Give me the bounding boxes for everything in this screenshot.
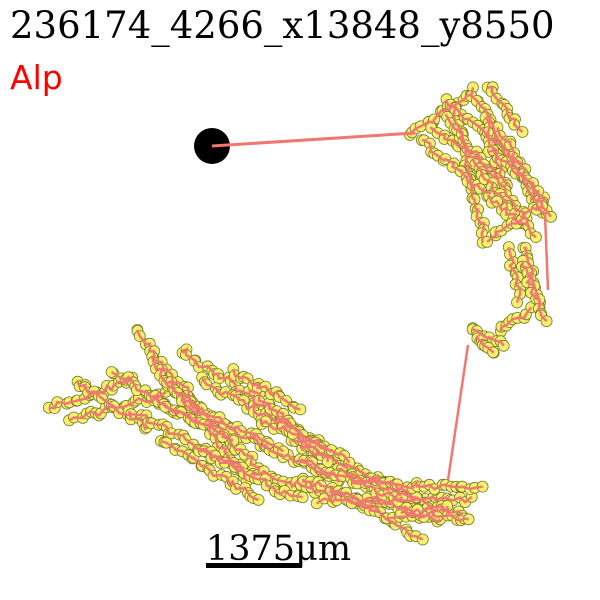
track-segment (507, 246, 522, 303)
track-segment (151, 394, 234, 442)
track-segment (201, 376, 333, 454)
track-segment (520, 260, 548, 323)
track-segment (476, 335, 495, 354)
track-segment (299, 458, 404, 503)
track-segment (469, 87, 547, 216)
track-segment (445, 98, 517, 164)
scalebar-line (206, 563, 302, 568)
track-jump (543, 214, 550, 291)
track-segment (199, 449, 303, 499)
track-segment (181, 346, 301, 433)
track-segment (160, 439, 260, 502)
track-segment (127, 410, 242, 473)
track-segment (76, 381, 148, 431)
track-segment (291, 439, 418, 503)
track-segment (232, 368, 301, 411)
track-segment (260, 419, 351, 464)
track-segment (487, 194, 537, 239)
track-segment (409, 93, 472, 136)
plot-subtitle: Alp (10, 58, 63, 97)
track-segment (356, 498, 424, 541)
track-segment (523, 246, 542, 308)
track-segment (349, 476, 483, 491)
track-segment (316, 494, 473, 505)
track-segment (496, 127, 553, 218)
track-segment (487, 85, 524, 133)
track-segment (248, 389, 329, 463)
track-segment (421, 138, 492, 195)
track-segment (499, 306, 533, 332)
track-jump (446, 344, 470, 481)
track-segment (471, 327, 505, 347)
track-segment (486, 205, 543, 243)
track-segment (337, 467, 464, 517)
start-connector (211, 131, 416, 148)
track-segment (471, 158, 509, 206)
track-path (48, 85, 553, 541)
track-segment (386, 505, 450, 520)
track-segment (48, 376, 134, 410)
track-segment (150, 356, 248, 482)
track-segment (110, 370, 194, 423)
track-segment (400, 506, 469, 522)
scalebar-label: 1375μm (206, 529, 352, 569)
track-points (42, 81, 557, 546)
track-segment (180, 397, 284, 453)
plot-title: 236174_4266_x13848_y8550 (10, 4, 555, 47)
track-segment (444, 113, 530, 227)
